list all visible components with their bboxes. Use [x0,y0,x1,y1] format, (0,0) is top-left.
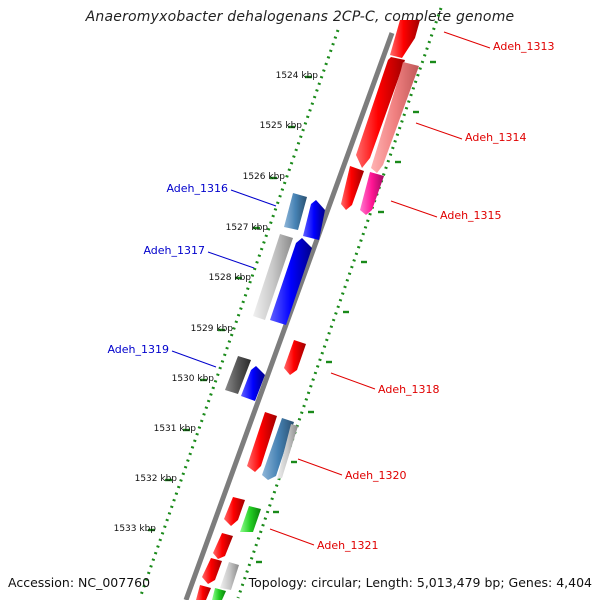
genome-summary-text: Topology: circular; Length: 5,013,479 bp… [248,575,592,590]
gene-feature[interactable] [220,562,239,590]
gene-feature[interactable] [196,585,211,600]
gene-label-reverse[interactable]: Adeh_1319 [107,343,169,356]
gene-label-forward[interactable]: Adeh_1315 [440,209,502,222]
gene-feature[interactable] [277,424,298,479]
gene-feature[interactable] [247,412,277,472]
tick-label: 1525 kbp [260,121,303,131]
gene-feature[interactable] [240,506,261,532]
forward-track-ticks [256,60,436,564]
gene-feature[interactable] [341,166,364,210]
gene-feature[interactable] [262,418,294,480]
gene-label-forward[interactable]: Adeh_1318 [378,383,440,396]
tick-label: 1524 kbp [276,71,319,81]
gene-labels: Adeh_1316 Adeh_1317 Adeh_1319 Adeh_1313 … [107,40,554,552]
accession-text: Accession: NC_007760 [8,575,151,590]
reverse-leader-lines [171,189,277,368]
gene-feature[interactable] [303,200,325,240]
gene-feature[interactable] [212,588,226,600]
gene-feature[interactable] [371,62,419,173]
tick-label: 1526 kbp [243,172,286,182]
gene-label-forward[interactable]: Adeh_1321 [317,539,379,552]
gene-feature[interactable] [213,533,233,559]
ruler-ticks [148,75,312,532]
gene-label-reverse[interactable]: Adeh_1317 [143,244,205,257]
tick-label: 1528 kbp [209,273,252,283]
gene-label-forward[interactable]: Adeh_1320 [345,469,407,482]
gene-feature[interactable] [284,340,306,375]
gene-feature[interactable] [253,234,293,320]
forward-leader-lines [269,31,491,546]
tick-label: 1529 kbp [191,324,234,334]
forward-genes [196,20,420,600]
gene-label-forward[interactable]: Adeh_1314 [465,131,527,144]
gene-feature[interactable] [390,20,420,58]
forward-track-line [236,7,443,599]
reverse-genes [225,193,325,401]
gene-feature[interactable] [225,356,251,394]
tick-label: 1531 kbp [154,424,197,434]
gene-feature[interactable] [356,57,405,168]
gene-feature[interactable] [202,558,222,584]
tick-label: 1530 kbp [172,374,215,384]
gene-feature[interactable] [284,193,307,230]
gene-feature[interactable] [270,238,312,325]
genome-backbone-line [183,32,395,600]
tick-label: 1527 kbp [226,223,269,233]
gene-feature[interactable] [241,366,265,401]
gene-feature[interactable] [360,172,384,215]
ruler-tick-labels: 1524 kbp 1525 kbp 1526 kbp 1527 kbp 1528… [114,71,319,534]
gene-feature[interactable] [224,497,245,526]
gene-label-forward[interactable]: Adeh_1313 [493,40,555,53]
tick-label: 1533 kbp [114,524,157,534]
tick-label: 1532 kbp [135,474,178,484]
gene-label-reverse[interactable]: Adeh_1316 [166,182,228,195]
